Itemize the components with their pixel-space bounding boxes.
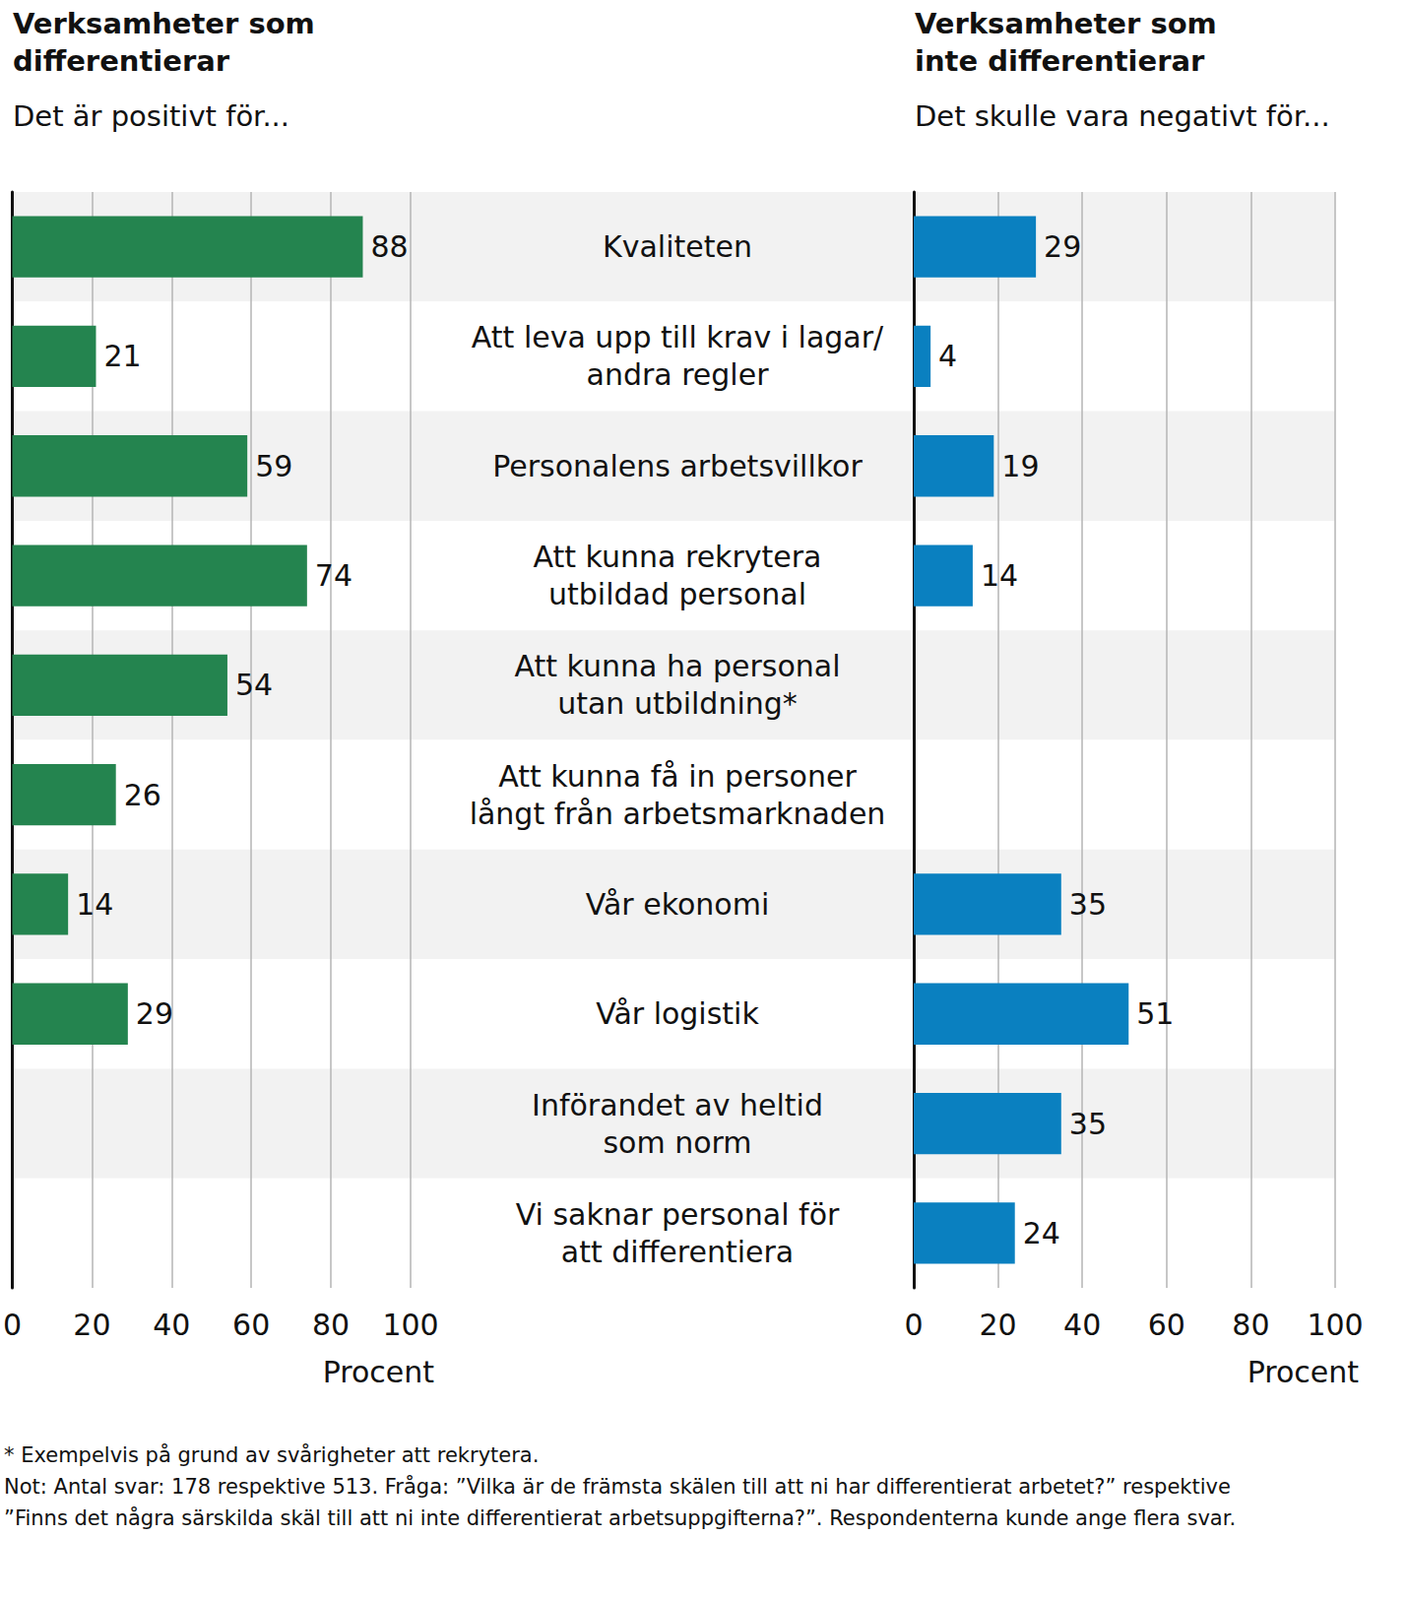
svg-text:14: 14 bbox=[75, 887, 114, 922]
svg-text:80: 80 bbox=[1231, 1307, 1270, 1343]
svg-text:Vi saknar personal för: Vi saknar personal för bbox=[515, 1197, 840, 1232]
svg-text:29: 29 bbox=[135, 996, 174, 1031]
svg-text:som norm: som norm bbox=[602, 1125, 752, 1160]
svg-text:40: 40 bbox=[152, 1307, 191, 1343]
svg-text:51: 51 bbox=[1136, 996, 1174, 1031]
svg-text:88: 88 bbox=[370, 229, 408, 264]
svg-text:59: 59 bbox=[255, 448, 293, 484]
svg-text:60: 60 bbox=[232, 1307, 270, 1343]
svg-text:60: 60 bbox=[1148, 1307, 1186, 1343]
svg-text:40: 40 bbox=[1063, 1307, 1101, 1343]
svg-text:”Finns det några särskilda skä: ”Finns det några särskilda skäl till att… bbox=[3, 1505, 1236, 1531]
svg-text:20: 20 bbox=[72, 1307, 111, 1343]
svg-text:Vår logistik: Vår logistik bbox=[595, 996, 760, 1031]
svg-text:att differentiera: att differentiera bbox=[561, 1234, 794, 1270]
svg-text:19: 19 bbox=[1001, 448, 1039, 484]
svg-text:utan utbildning*: utan utbildning* bbox=[557, 686, 798, 721]
svg-text:* Exempelvis på grund av svåri: * Exempelvis på grund av svårigheter att… bbox=[3, 1442, 539, 1468]
svg-text:35: 35 bbox=[1069, 887, 1107, 922]
svg-text:Införandet av heltid: Införandet av heltid bbox=[531, 1088, 824, 1123]
svg-text:Personalens arbetsvillkor: Personalens arbetsvillkor bbox=[492, 448, 863, 484]
svg-text:0: 0 bbox=[2, 1307, 22, 1343]
svg-text:0: 0 bbox=[903, 1307, 923, 1343]
svg-text:Att leva upp till krav i lagar: Att leva upp till krav i lagar/ bbox=[471, 320, 885, 355]
svg-text:Not: Antal svar: 178 respektiv: Not: Antal svar: 178 respektive 513. Frå… bbox=[3, 1473, 1238, 1499]
svg-text:26: 26 bbox=[124, 777, 162, 813]
svg-text:Kvaliteten: Kvaliteten bbox=[602, 229, 753, 264]
svg-text:differentierar: differentierar bbox=[12, 44, 231, 78]
svg-text:35: 35 bbox=[1069, 1106, 1107, 1142]
svg-text:74: 74 bbox=[315, 558, 353, 593]
svg-text:Att kunna få in personer: Att kunna få in personer bbox=[498, 759, 857, 794]
svg-text:29: 29 bbox=[1043, 229, 1082, 264]
svg-text:21: 21 bbox=[103, 338, 141, 374]
svg-text:20: 20 bbox=[979, 1307, 1018, 1343]
svg-text:14: 14 bbox=[980, 558, 1019, 593]
svg-text:100: 100 bbox=[382, 1307, 439, 1343]
svg-text:inte differentierar: inte differentierar bbox=[914, 44, 1206, 78]
svg-text:Vår ekonomi: Vår ekonomi bbox=[585, 887, 770, 922]
svg-text:Det skulle vara negativt för..: Det skulle vara negativt för... bbox=[914, 99, 1331, 133]
svg-text:Att kunna ha personal: Att kunna ha personal bbox=[514, 648, 841, 684]
svg-text:andra regler: andra regler bbox=[586, 357, 770, 392]
svg-text:Det är positivt för...: Det är positivt för... bbox=[12, 99, 290, 133]
svg-text:24: 24 bbox=[1023, 1216, 1061, 1251]
svg-text:långt från arbetsmarknaden: långt från arbetsmarknaden bbox=[469, 796, 887, 832]
svg-text:80: 80 bbox=[312, 1307, 350, 1343]
svg-text:4: 4 bbox=[938, 338, 958, 374]
svg-text:Verksamheter som: Verksamheter som bbox=[914, 6, 1217, 41]
svg-text:Procent: Procent bbox=[1247, 1354, 1360, 1390]
svg-text:54: 54 bbox=[235, 667, 273, 703]
svg-text:utbildad personal: utbildad personal bbox=[548, 576, 807, 612]
svg-text:Procent: Procent bbox=[322, 1354, 436, 1390]
svg-text:Att kunna rekrytera: Att kunna rekrytera bbox=[533, 539, 823, 575]
svg-text:Verksamheter som: Verksamheter som bbox=[12, 6, 316, 41]
svg-text:100: 100 bbox=[1306, 1307, 1363, 1343]
